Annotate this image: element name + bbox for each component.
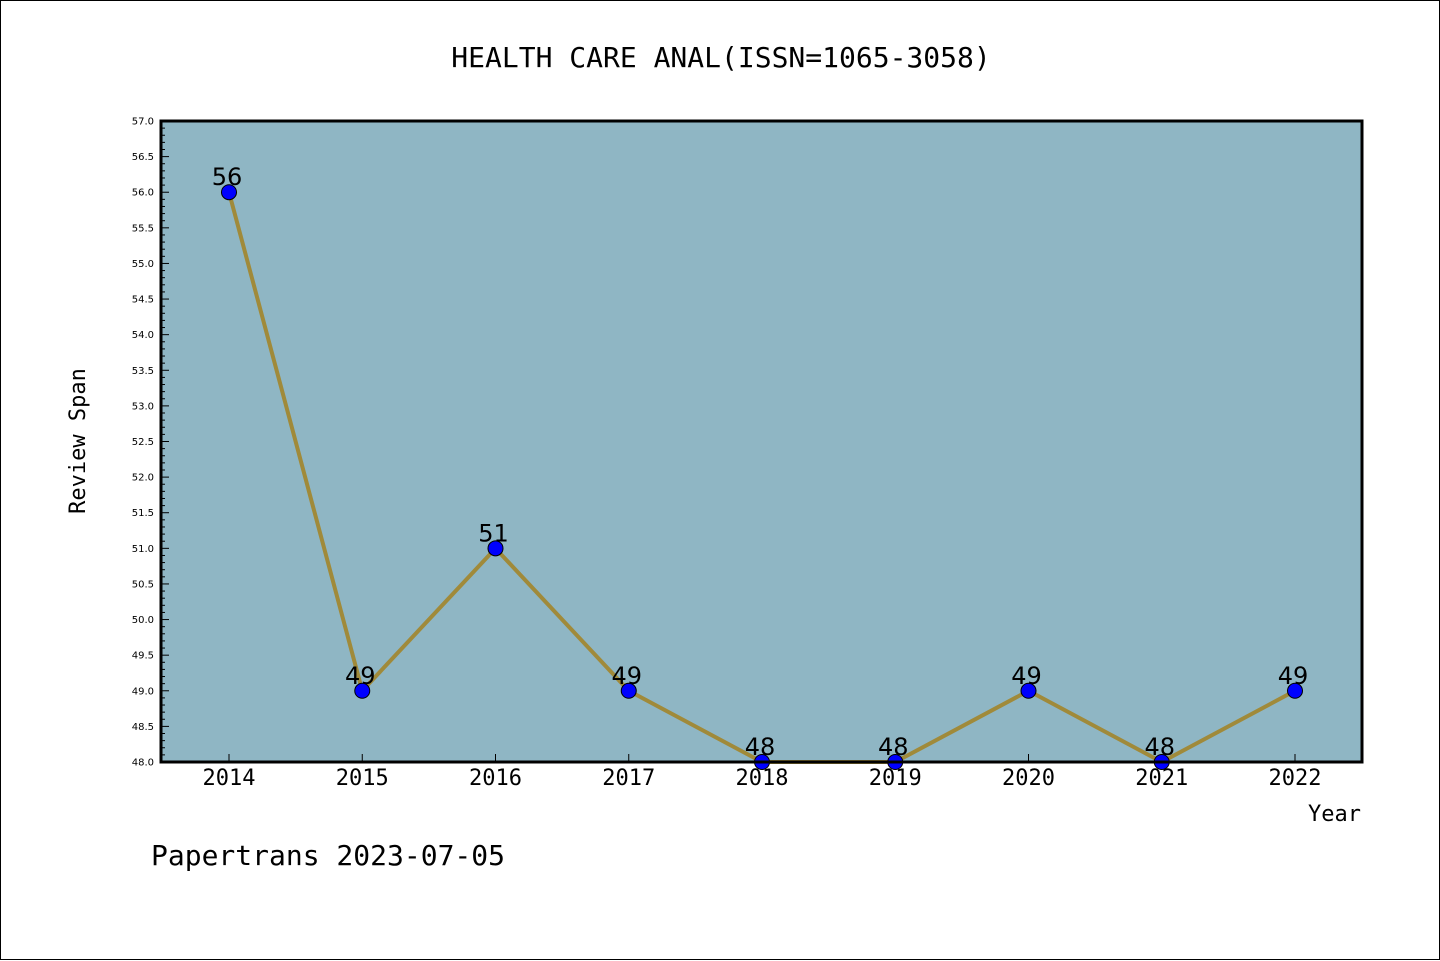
y-axis: 48.0 48.5 49.0 49.5 50.0 50.5 51.0 51.5 52.0 52.5… (132, 117, 169, 769)
data-label-layer: 56 49 51 49 48 48 49 48 49 (212, 163, 1309, 761)
x-tick-label: 2022 (1269, 766, 1322, 791)
data-label: 48 (745, 733, 776, 761)
x-tick-label: 2018 (736, 766, 789, 791)
y-tick-label: 56.5 (132, 152, 154, 163)
y-tick-label: 48.0 (132, 758, 154, 769)
data-point (620, 682, 637, 699)
data-label: 49 (1278, 662, 1309, 690)
data-label: 51 (478, 519, 509, 547)
y-tick-label: 53.0 (132, 401, 154, 412)
x-tick-label: 2014 (203, 766, 256, 791)
x-tick-label: 2020 (1002, 766, 1055, 791)
y-tick-label: 49.5 (132, 651, 154, 662)
plot-border (159, 119, 1364, 764)
x-tick-label: 2016 (469, 766, 522, 791)
x-axis-title: Year (1308, 802, 1361, 827)
y-tick-label: 48.5 (132, 722, 154, 733)
chart-title: HEALTH CARE ANAL(ISSN=1065-3058) (451, 41, 990, 74)
data-point (354, 682, 371, 699)
y-tick-label: 55.0 (132, 259, 154, 270)
data-point (1020, 682, 1037, 699)
data-label: 49 (1011, 662, 1042, 690)
y-axis-title: Review Span (66, 368, 91, 514)
data-label: 48 (1144, 733, 1175, 761)
data-point (1287, 682, 1303, 699)
y-tick-label: 50.5 (132, 579, 154, 590)
y-tick-label: 50.0 (132, 615, 154, 626)
data-point (221, 184, 237, 201)
y-tick-label: 55.5 (132, 223, 154, 234)
y-tick-label: 57.0 (132, 117, 154, 128)
x-tick-label: 2021 (1135, 766, 1188, 791)
x-tick-label: 2019 (869, 766, 922, 791)
x-axis: 2014 2015 2016 2017 2018 2019 2020 2021 2022 (203, 754, 1322, 791)
y-tick-label: 52.5 (132, 437, 154, 448)
data-label: 49 (345, 662, 376, 690)
plot-area (161, 121, 1362, 762)
data-point (487, 540, 504, 557)
data-label: 56 (212, 163, 243, 191)
y-tick-label: 54.5 (132, 295, 154, 306)
y-tick-label: 52.0 (132, 473, 154, 484)
y-tick-label: 56.0 (132, 188, 154, 199)
x-tick-label: 2017 (602, 766, 655, 791)
data-label: 48 (878, 733, 909, 761)
y-tick-label: 51.0 (132, 544, 154, 555)
footer-credit: Papertrans 2023-07-05 (151, 839, 505, 872)
y-tick-label: 54.0 (132, 330, 154, 341)
y-tick-label: 51.5 (132, 508, 154, 519)
y-tick-label: 49.0 (132, 686, 154, 697)
x-tick-label: 2015 (336, 766, 389, 791)
y-tick-label: 53.5 (132, 366, 154, 377)
data-label: 49 (611, 662, 642, 690)
